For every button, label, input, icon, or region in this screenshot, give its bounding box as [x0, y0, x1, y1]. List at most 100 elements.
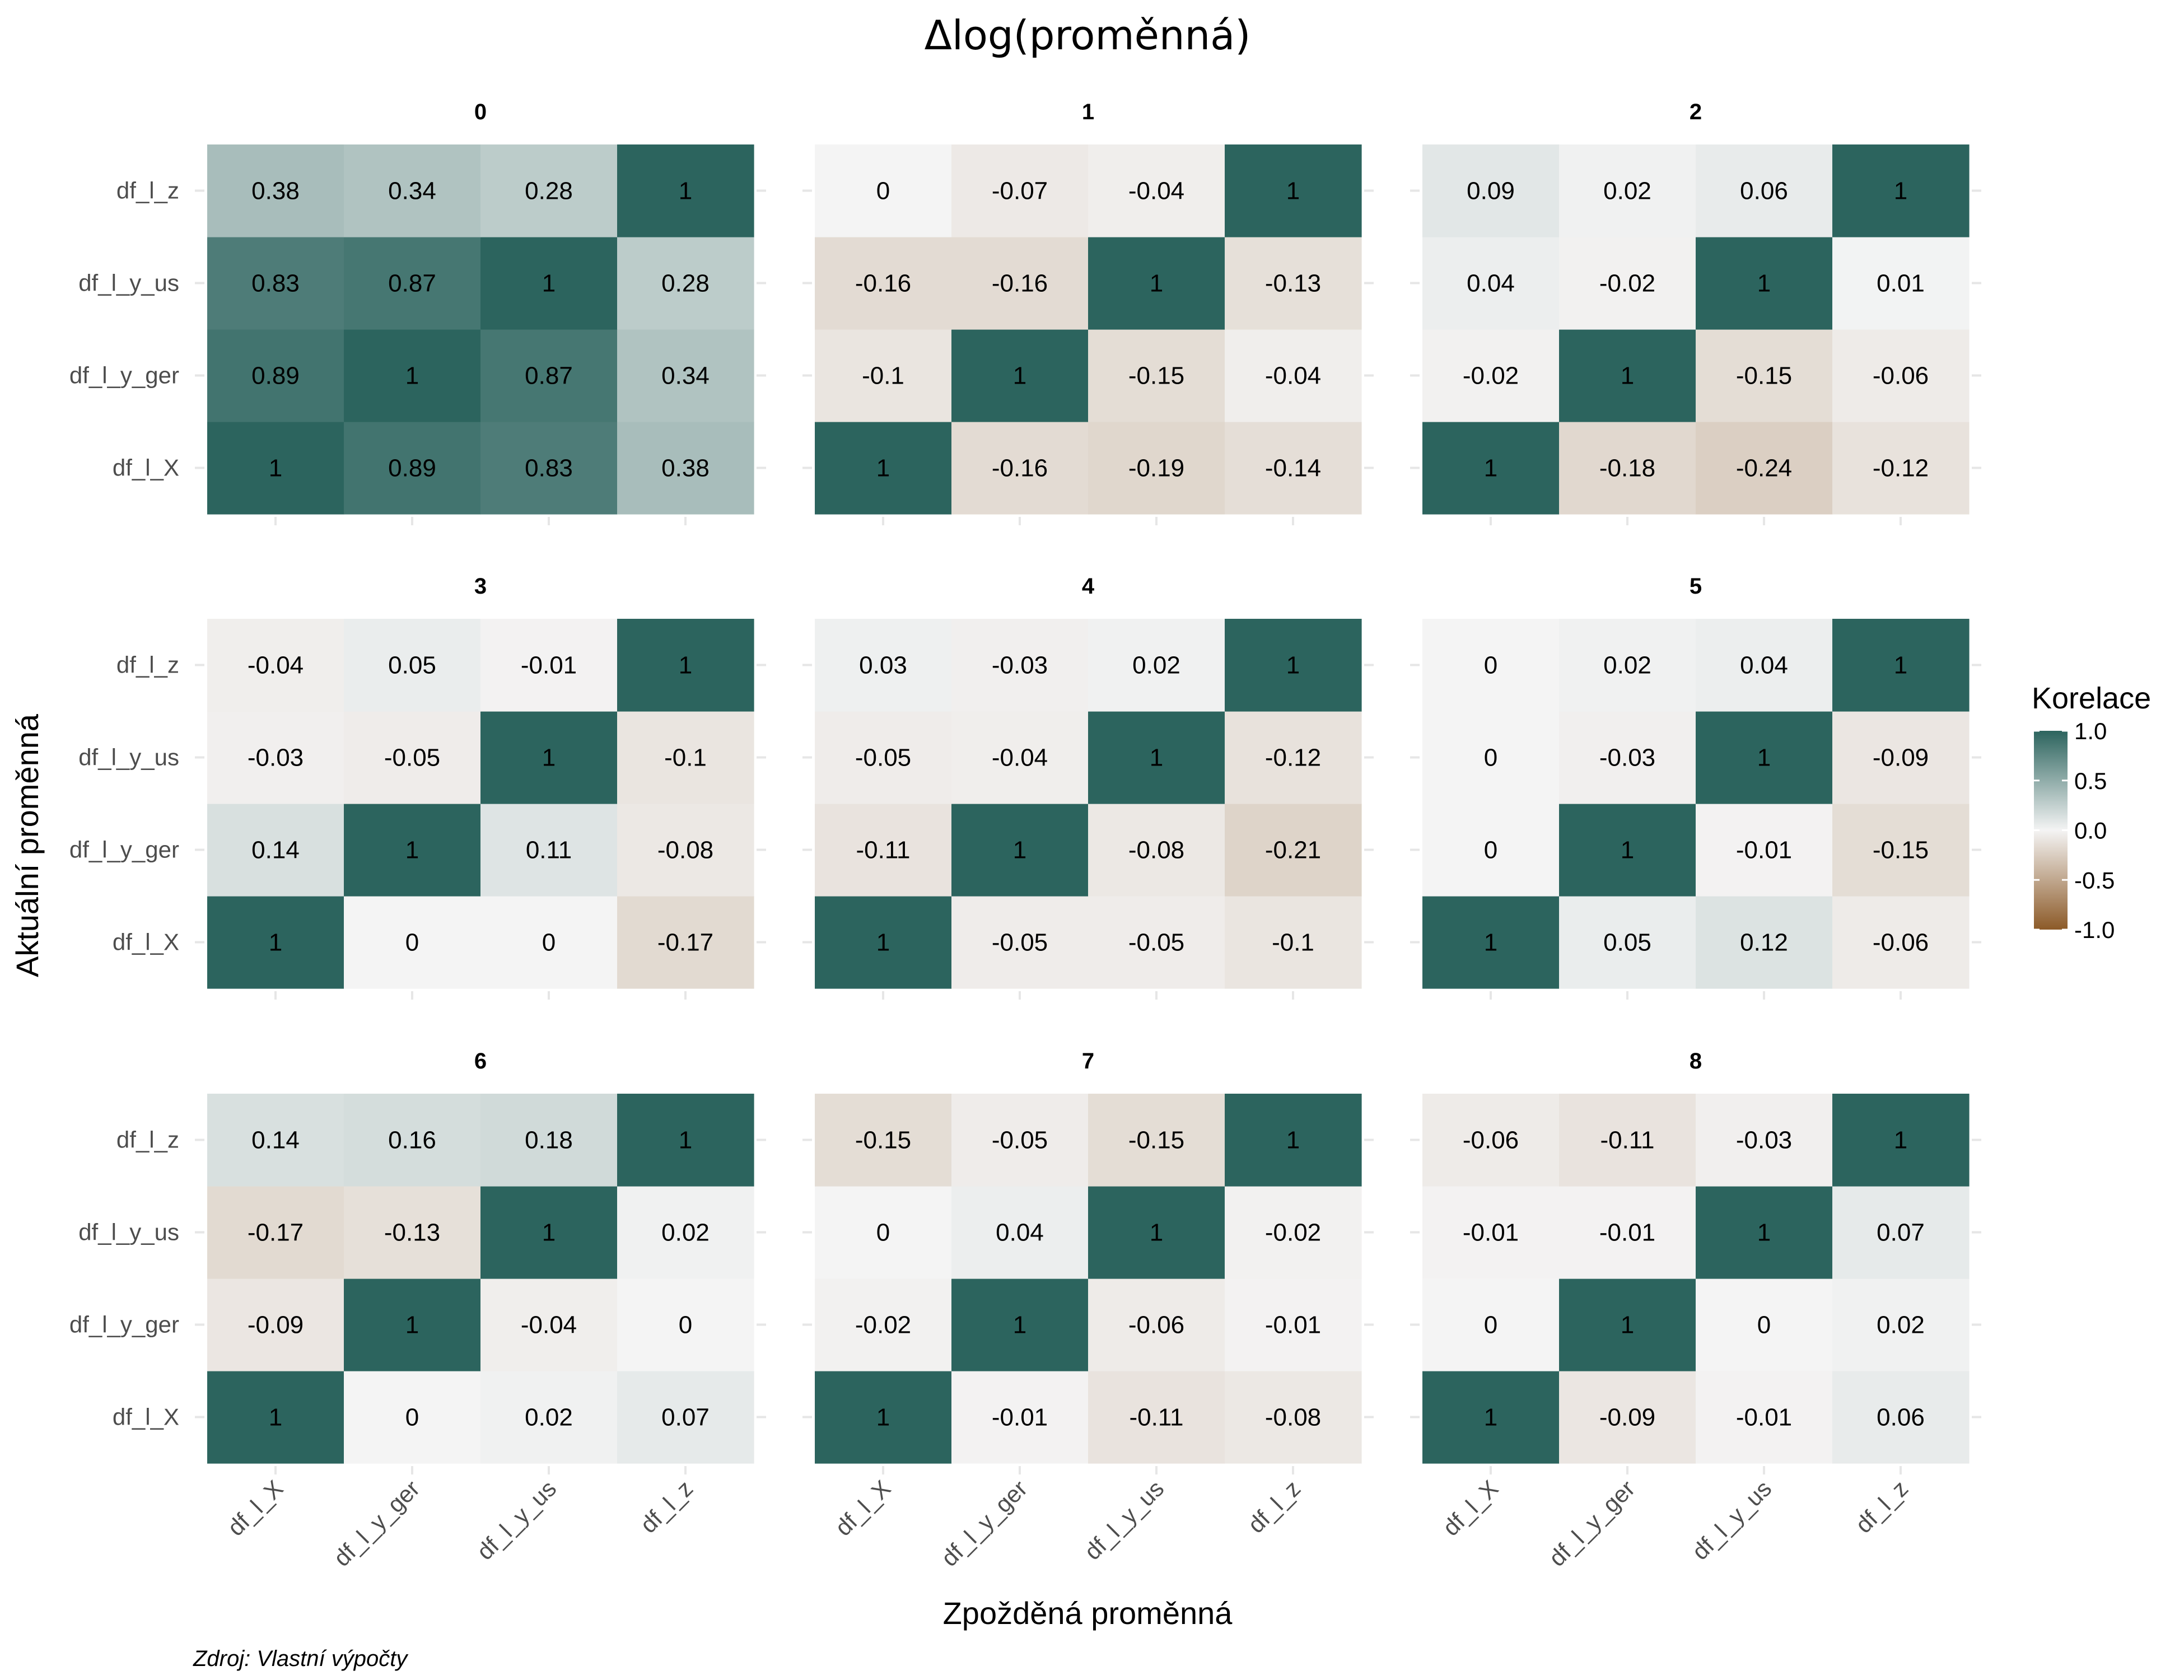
heatmap-cell — [1088, 1278, 1225, 1371]
cell-value-label: -0.01 — [1736, 837, 1792, 864]
heatmap-cell — [207, 896, 344, 989]
cell-value-label: 1 — [1286, 652, 1300, 679]
cell-value-label: -0.09 — [1873, 744, 1929, 772]
heatmap-cell — [951, 1278, 1089, 1371]
cell-value-label: 1 — [1150, 1219, 1163, 1247]
cell-value-label: 0.04 — [1467, 270, 1515, 297]
cell-value-label: 1 — [405, 837, 419, 864]
heatmap-cell — [1559, 237, 1696, 330]
cell-value-label: 0.83 — [251, 270, 300, 297]
heatmap-cell — [1088, 804, 1225, 897]
heatmap-cell — [1696, 422, 1833, 515]
x-axis-title: Zpožděná proměnná — [943, 1595, 1233, 1631]
facet-panel-2: 2 1 -0.18 -0.24 -0.12 -0.02 1 -0.15 -0.06 0.04 -0.… — [1410, 100, 1981, 525]
y-tick-label: df_l_y_us — [78, 270, 179, 296]
cell-value-label: -0.14 — [1265, 455, 1321, 482]
cell-value-label: 0.02 — [1603, 178, 1651, 205]
heatmap-cell — [617, 1186, 754, 1279]
y-tick-label: df_l_y_ger — [69, 362, 179, 389]
color-legend: Korelace 1.0 0.5 0.0 -0.5 -1.0 — [2032, 682, 2151, 943]
cell-value-label: -0.07 — [992, 178, 1048, 205]
y-tick-label: df_l_y_us — [78, 1219, 179, 1245]
heatmap-cell — [344, 422, 481, 515]
cell-value-label: 0.83 — [525, 455, 573, 482]
heatmap-cell — [1422, 422, 1560, 515]
heatmap-cell — [1422, 237, 1560, 330]
cell-value-label: -0.01 — [1599, 1219, 1655, 1247]
heatmap-cell — [344, 1186, 481, 1279]
cell-value-label: -0.08 — [1128, 837, 1184, 864]
cell-value-label: 1 — [542, 1219, 556, 1247]
cell-value-label: -0.01 — [992, 1404, 1048, 1431]
heatmap-cell — [480, 1278, 618, 1371]
y-tick-label: df_l_y_ger — [69, 1312, 179, 1338]
heatmap-cell — [617, 237, 754, 330]
cell-value-label: -0.03 — [1599, 744, 1655, 772]
cell-value-label: 0.28 — [525, 178, 573, 205]
cell-value-label: 1 — [876, 1404, 890, 1431]
heatmap-cell — [1832, 1371, 1970, 1464]
heatmap-cell — [951, 1094, 1089, 1187]
cell-value-label: -0.08 — [1265, 1404, 1321, 1431]
x-tick-label: df_l_y_us — [1687, 1475, 1776, 1565]
cell-value-label: 1 — [1286, 1127, 1300, 1154]
cell-value-label: 0.87 — [525, 362, 573, 390]
heatmap-cell — [1225, 804, 1362, 897]
cell-value-label: -0.1 — [664, 744, 707, 772]
facet-label: 3 — [474, 574, 487, 599]
facet-panel-6: 6 1 0 0.02 0.07 -0.09 1 -0.04 0 -0.17 -0.13 1 0.02 0.… — [69, 1049, 766, 1571]
cell-value-label: -0.11 — [1129, 1404, 1183, 1431]
cell-value-label: 1 — [876, 929, 890, 956]
cell-value-label: 1 — [1286, 178, 1300, 205]
cell-value-label: 1 — [1150, 270, 1163, 297]
cell-value-label: -0.1 — [1272, 929, 1314, 956]
heatmap-cell — [815, 896, 952, 989]
cell-value-label: 1 — [1013, 1312, 1026, 1339]
heatmap-cell — [1832, 1186, 1970, 1279]
heatmap-cell — [1696, 896, 1833, 989]
cell-value-label: 0.38 — [661, 455, 710, 482]
cell-value-label: 0.06 — [1740, 178, 1788, 205]
cell-value-label: 0.03 — [859, 652, 907, 679]
heatmap-cell — [1225, 422, 1362, 515]
cell-value-label: -0.05 — [992, 929, 1048, 956]
heatmap-cell — [815, 619, 952, 712]
heatmap-cell — [1088, 422, 1225, 515]
heatmap-cell — [1088, 711, 1225, 804]
cell-value-label: 0.07 — [661, 1404, 710, 1431]
cell-value-label: 0.89 — [388, 455, 436, 482]
heatmap-cell — [1832, 1278, 1970, 1371]
heatmap-cell — [480, 422, 618, 515]
legend-break-label: 0.0 — [2074, 818, 2107, 844]
heatmap-cell — [1225, 329, 1362, 422]
heatmap-cell — [951, 422, 1089, 515]
heatmap-cell — [1559, 422, 1696, 515]
cell-value-label: -0.21 — [1265, 837, 1321, 864]
cell-value-label: -0.04 — [521, 1312, 577, 1339]
heatmap-cell — [344, 329, 481, 422]
heatmap-cell — [1225, 1186, 1362, 1279]
cell-value-label: 0.28 — [661, 270, 710, 297]
heatmap-cell — [1559, 1278, 1696, 1371]
facet-label: 2 — [1690, 100, 1702, 124]
cell-value-label: 1 — [679, 652, 692, 679]
cell-value-label: 1 — [1757, 1219, 1771, 1247]
x-tick-label: df_l_y_ger — [1543, 1475, 1640, 1571]
heatmap-cell — [207, 1278, 344, 1371]
heatmap-cell — [617, 804, 754, 897]
cell-value-label: -0.19 — [1128, 455, 1184, 482]
heatmap-cell — [1088, 1186, 1225, 1279]
cell-value-label: 0 — [405, 929, 419, 956]
facet-panels: 0 1 0.89 0.83 0.38 0.89 1 0.87 0.34 0.83 0.87 1 0.28… — [69, 100, 1981, 1571]
heatmap-cell — [1225, 711, 1362, 804]
heatmap-cell — [480, 619, 618, 712]
heatmap-cell — [617, 144, 754, 237]
heatmap-cell — [1696, 1371, 1833, 1464]
heatmap-cell — [1696, 619, 1833, 712]
cell-value-label: 0.05 — [1603, 929, 1651, 956]
facet-panel-1: 1 1 -0.16 -0.19 -0.14 -0.1 1 -0.15 -0.04 -0.16 -0.… — [802, 100, 1374, 525]
heatmap-cell — [207, 711, 344, 804]
y-tick-label: df_l_y_us — [78, 744, 179, 771]
heatmap-cell — [480, 711, 618, 804]
heatmap-cell — [1422, 619, 1560, 712]
